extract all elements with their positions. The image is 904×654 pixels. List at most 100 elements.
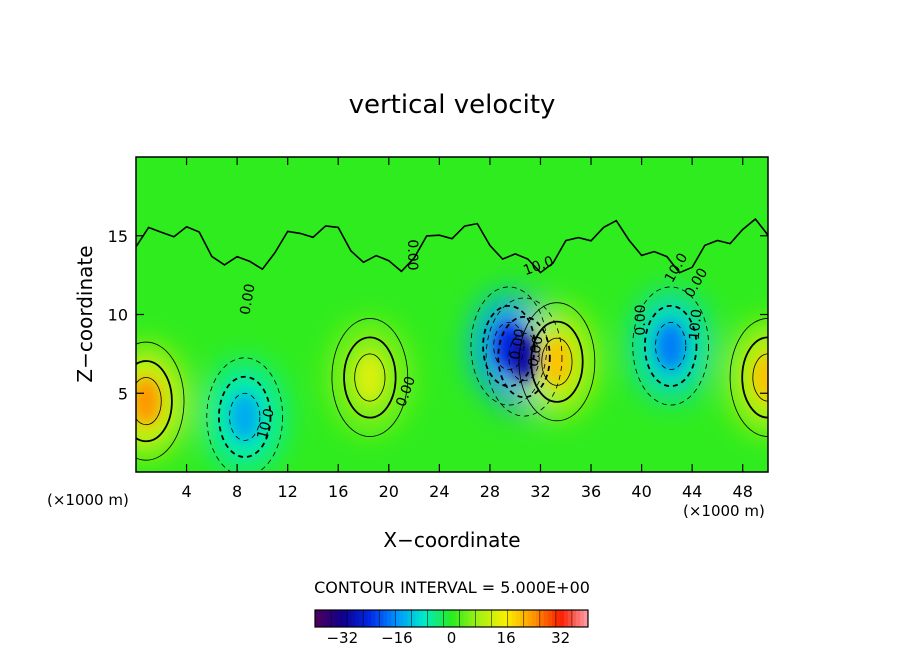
contour-line [643, 304, 698, 388]
colorbar-swatch [407, 610, 412, 627]
colorbar-swatch [439, 610, 444, 627]
field-core-downdraft [230, 393, 259, 441]
contour-line [229, 392, 261, 441]
x-tick-label: 40 [631, 482, 651, 501]
x-tick-label: 32 [530, 482, 550, 501]
colorbar-swatch [507, 610, 513, 627]
contour-line [485, 297, 563, 417]
colorbar-swatch [359, 610, 364, 627]
colorbar-swatch [547, 610, 553, 627]
contour-label: 0.00 [237, 283, 258, 316]
colorbar-swatch [471, 610, 476, 627]
colorbar-swatch [583, 610, 589, 627]
colorbar-tick-label: −32 [326, 629, 358, 647]
x-tick-label: 28 [480, 482, 500, 501]
x-tick-label: 44 [682, 482, 702, 501]
contour-label: 0.00 [633, 304, 649, 335]
colorbar-swatch [555, 610, 561, 627]
x-unit-left: (×1000 m) [47, 491, 129, 509]
contour-line [354, 353, 386, 402]
contour-line [136, 360, 173, 443]
colorbar-swatch [447, 610, 452, 627]
x-tick-label: 4 [181, 482, 191, 501]
colorbar-swatch [559, 610, 565, 627]
colorbar-swatch [479, 610, 485, 627]
contour-line [518, 302, 596, 422]
field-core-updraft [355, 353, 384, 402]
colorbar-swatch [367, 610, 372, 627]
contour-line [541, 337, 573, 386]
colorbar-swatch [383, 610, 388, 627]
colorbar-swatch [315, 610, 320, 627]
contour-line [632, 286, 709, 406]
contour-label: 0.00 [525, 335, 546, 368]
colorbar-swatch [455, 610, 460, 627]
contour-line [218, 375, 272, 458]
colorbar-swatch [487, 610, 493, 627]
contour-line [206, 357, 284, 472]
colorbar-swatch [351, 610, 356, 627]
colorbar-swatch [415, 610, 420, 627]
colorbar-tick-label: 0 [447, 629, 457, 647]
contour-label: 10.0 [254, 407, 278, 441]
colorbar-swatch [391, 610, 396, 627]
colorbar-swatch [575, 610, 581, 627]
contour-label: 0.00 [404, 239, 420, 270]
colorbar-swatch [535, 610, 541, 627]
colorbar-swatch [539, 610, 545, 627]
colorbar-swatch [343, 610, 348, 627]
colorbar-swatch [339, 610, 344, 627]
colorbar-frame [314, 609, 589, 628]
colorbar-swatch [387, 610, 392, 627]
x-axis-label: X−coordinate [383, 528, 520, 552]
contour-line [530, 320, 584, 403]
colorbar-swatch [543, 610, 549, 627]
plot-area [136, 157, 768, 472]
y-tick-label: 15 [108, 227, 128, 246]
x-axis-ticks: 4 8 12 16 20 24 28 32 36 40 44 48 [181, 157, 753, 501]
colorbar-swatch [431, 610, 436, 627]
x-tick-label: 16 [328, 482, 348, 501]
colorbar-swatch [419, 610, 424, 627]
colorbar-swatch [515, 610, 521, 627]
colorbar-swatch [331, 610, 336, 627]
colorbar-swatch [467, 610, 472, 627]
contour-line [136, 377, 162, 426]
contour-line [470, 286, 548, 406]
colorbar-swatch [451, 610, 456, 627]
x-tick-label: 20 [379, 482, 399, 501]
x-tick-label: 24 [429, 482, 449, 501]
colorbar-swatch [435, 610, 440, 627]
field-core-downdraft [656, 322, 685, 370]
colorbar-swatch [463, 610, 468, 627]
colorbar: −32 −16 0 16 32 [314, 609, 589, 647]
colorbar-swatch [475, 610, 481, 627]
x-tick-label: 8 [232, 482, 242, 501]
chart-title: vertical velocity [349, 90, 556, 120]
colorbar-swatch [323, 610, 328, 627]
colorbar-swatch [443, 610, 448, 627]
colorbar-swatch [459, 610, 464, 627]
contour-line [655, 321, 687, 371]
colorbar-swatch [371, 610, 376, 627]
colorbar-tick-label: −16 [381, 629, 413, 647]
colorbar-swatch [399, 610, 404, 627]
contour-line [508, 332, 540, 382]
colorbar-swatch [335, 610, 340, 627]
contour-line [741, 336, 768, 419]
colorbar-swatch [523, 610, 529, 627]
contour-line [482, 304, 536, 388]
colorbar-swatch [423, 610, 428, 627]
colorbar-tick-label: 16 [497, 629, 516, 647]
contour-label: 0.00 [507, 328, 528, 361]
y-tick-label: 10 [108, 306, 128, 325]
colorbar-swatch [511, 610, 517, 627]
colorbar-swatch [503, 610, 509, 627]
colorbar-swatch [499, 610, 505, 627]
contour-line [331, 318, 409, 437]
colorbar-swatch [379, 610, 384, 627]
colorbar-swatch [411, 610, 416, 627]
x-tick-label: 48 [733, 482, 753, 501]
colorbar-swatch [571, 610, 577, 627]
colorbar-swatch [563, 610, 569, 627]
